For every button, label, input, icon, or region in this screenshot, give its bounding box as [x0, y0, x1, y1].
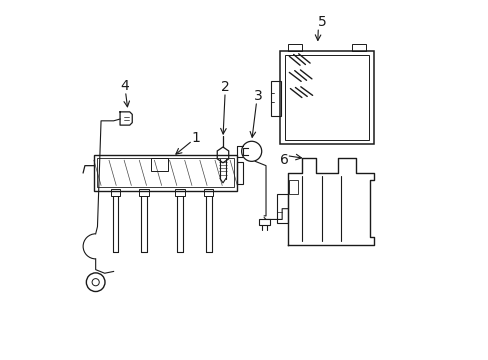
Text: 2: 2: [221, 80, 230, 94]
Bar: [110, 189, 120, 196]
Bar: [277, 194, 287, 223]
Bar: [151, 158, 168, 171]
Bar: [280, 51, 373, 144]
Bar: [139, 189, 148, 196]
Text: 5: 5: [318, 15, 326, 29]
Text: 4: 4: [120, 79, 128, 93]
Text: 3: 3: [253, 89, 262, 103]
Bar: [258, 220, 269, 225]
Bar: [175, 189, 184, 196]
Bar: [97, 158, 233, 187]
Bar: [287, 44, 301, 51]
Bar: [284, 55, 368, 140]
Bar: [271, 81, 281, 116]
Text: 6: 6: [280, 153, 288, 167]
Bar: [203, 189, 213, 196]
Bar: [94, 155, 237, 191]
Bar: [237, 162, 242, 184]
Text: 1: 1: [191, 131, 200, 145]
Bar: [289, 180, 298, 194]
Bar: [351, 44, 366, 51]
